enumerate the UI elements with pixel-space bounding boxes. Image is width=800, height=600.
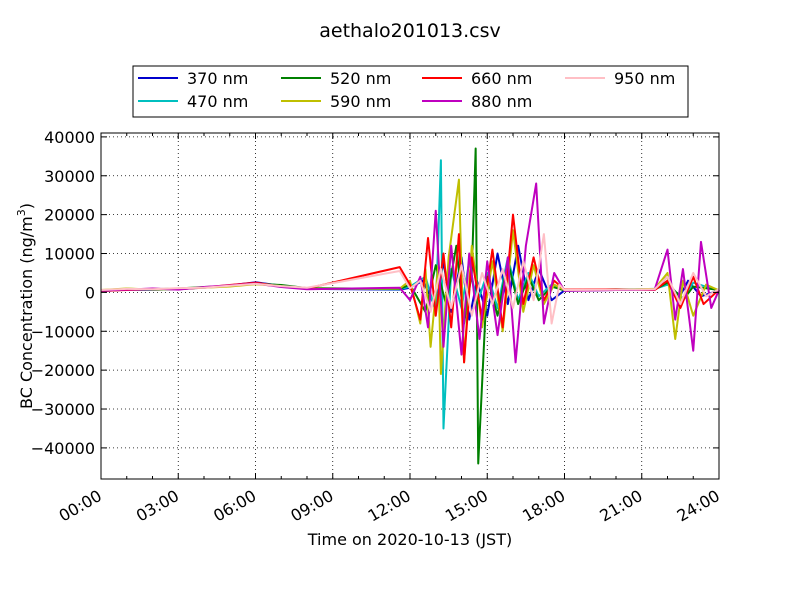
- x-tick-label: 03:00: [133, 486, 182, 526]
- series-line: [100, 233, 720, 325]
- y-tick-label: 0: [85, 283, 95, 302]
- y-axis-label-tail: ): [17, 203, 36, 209]
- x-tick-label: 18:00: [519, 486, 568, 526]
- legend-label: 470 nm: [187, 92, 248, 111]
- series-line: [100, 182, 720, 364]
- legend-label: 370 nm: [187, 69, 248, 88]
- y-axis-label-sup: 3: [15, 209, 28, 216]
- legend-label: 590 nm: [330, 92, 391, 111]
- x-axis-label: Time on 2020-10-13 (JST): [307, 530, 512, 549]
- legend: 370 nm 470 nm 520 nm 590 nm 660 nm 880 nm 950 …: [132, 65, 689, 118]
- x-tick-label: 12:00: [365, 486, 414, 526]
- y-axis-label: BC Concentration (ng/m3): [15, 203, 36, 409]
- y-tick-label: 40000: [44, 128, 95, 147]
- x-tick-label: 06:00: [210, 486, 259, 526]
- series-line: [100, 159, 720, 430]
- y-axis-label-main: BC Concentration (ng/m: [17, 216, 36, 409]
- x-tick-label: 00:00: [56, 486, 105, 526]
- y-tick-label: 30000: [44, 167, 95, 186]
- y-tick-label: −40000: [31, 439, 95, 458]
- y-tick-label: −10000: [31, 322, 95, 341]
- legend-label: 880 nm: [471, 92, 532, 111]
- x-tick-label: 21:00: [596, 486, 645, 526]
- x-tick-labels: 00:00 03:00 06:00 09:00 12:00 15:00 18:00 21:00…: [56, 486, 723, 526]
- series-layer: [100, 147, 720, 465]
- legend-box: [132, 65, 689, 118]
- y-tick-label: −20000: [31, 361, 95, 380]
- x-tick-label: 09:00: [287, 486, 336, 526]
- legend-label: 660 nm: [471, 69, 532, 88]
- y-tick-label: −30000: [31, 400, 95, 419]
- x-tick-label: 15:00: [442, 486, 491, 526]
- y-tick-label: 20000: [44, 206, 95, 225]
- legend-label: 520 nm: [330, 69, 391, 88]
- ticks: [100, 133, 720, 479]
- series-line: [100, 178, 720, 376]
- y-tick-label: 10000: [44, 245, 95, 264]
- legend-label: 950 nm: [614, 69, 675, 88]
- chart-title: aethalo201013.csv: [319, 20, 501, 42]
- y-tick-labels: −40000 −30000 −20000 −10000 0 10000 20000 30000…: [31, 128, 95, 458]
- grid: [100, 133, 720, 479]
- x-tick-label: 24:00: [674, 486, 723, 526]
